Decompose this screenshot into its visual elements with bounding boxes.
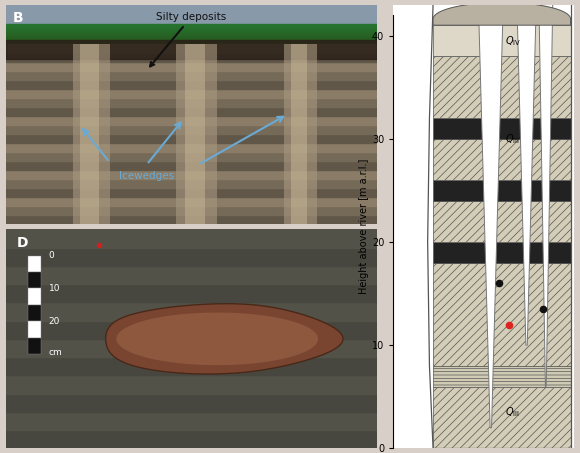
Bar	[433, 118, 571, 139]
Text: Icewedges: Icewedges	[119, 171, 175, 181]
Bar	[6, 89, 377, 98]
Bar	[6, 430, 377, 448]
Bar	[6, 170, 377, 179]
Bar	[6, 394, 377, 412]
Bar	[6, 36, 377, 38]
Bar	[433, 139, 571, 180]
Bar	[6, 188, 377, 197]
Bar	[6, 152, 377, 161]
Bar	[6, 206, 377, 215]
Bar	[80, 44, 99, 224]
Bar	[6, 5, 377, 31]
Bar	[28, 289, 41, 305]
Bar	[28, 272, 41, 289]
Bar	[433, 180, 571, 201]
Bar	[6, 107, 377, 116]
Bar	[6, 302, 377, 321]
Bar	[6, 339, 377, 357]
Bar	[6, 284, 377, 302]
Bar	[6, 71, 377, 80]
Bar	[6, 27, 377, 28]
Bar	[6, 25, 377, 27]
Bar	[433, 263, 571, 366]
Text: 20: 20	[49, 317, 60, 326]
Text: 0: 0	[49, 251, 54, 260]
Bar	[284, 44, 317, 224]
Bar	[184, 44, 205, 224]
Polygon shape	[478, 5, 503, 428]
Bar	[6, 24, 377, 25]
Bar	[6, 80, 377, 89]
Y-axis label: Height above river [m a.r.l.]: Height above river [m a.r.l.]	[359, 159, 369, 294]
Text: Silty deposits: Silty deposits	[150, 12, 226, 67]
Bar	[6, 32, 377, 34]
Bar	[6, 98, 377, 107]
Bar	[6, 143, 377, 152]
Bar	[72, 44, 110, 224]
Bar	[6, 161, 377, 170]
Bar	[433, 201, 571, 242]
Text: Q$_{\mathrm{III}}$: Q$_{\mathrm{III}}$	[505, 405, 520, 419]
Bar	[433, 386, 571, 448]
Bar	[6, 412, 377, 430]
Bar	[6, 179, 377, 188]
Bar	[28, 255, 41, 272]
Bar	[6, 266, 377, 284]
Bar	[6, 321, 377, 339]
Bar	[6, 40, 377, 41]
Text: cm: cm	[49, 347, 62, 357]
Text: B: B	[13, 11, 24, 25]
Bar	[433, 366, 571, 386]
Bar	[6, 39, 377, 59]
Polygon shape	[106, 304, 343, 374]
Bar	[28, 321, 41, 338]
Bar	[6, 31, 377, 32]
Bar	[6, 41, 377, 43]
Bar	[6, 116, 377, 125]
Text: Q$_{\mathrm{III}}$: Q$_{\mathrm{III}}$	[505, 132, 520, 146]
Bar	[291, 44, 307, 224]
Bar	[28, 305, 41, 321]
Bar	[6, 34, 377, 36]
Bar	[6, 247, 377, 266]
Bar	[6, 376, 377, 394]
Polygon shape	[433, 2, 571, 25]
Bar	[6, 44, 377, 53]
Polygon shape	[539, 5, 553, 386]
Polygon shape	[517, 5, 536, 345]
Bar	[6, 229, 377, 247]
Bar	[6, 28, 377, 29]
Bar	[6, 357, 377, 376]
Bar	[6, 134, 377, 143]
Bar	[6, 29, 377, 31]
Bar	[433, 25, 571, 56]
Bar	[6, 39, 377, 40]
Text: 10: 10	[49, 284, 60, 293]
Bar	[6, 215, 377, 224]
Bar	[176, 44, 218, 224]
Text: Q$_{\mathrm{IV}}$: Q$_{\mathrm{IV}}$	[505, 34, 521, 48]
Bar	[6, 53, 377, 62]
Bar	[6, 33, 377, 35]
Bar	[6, 125, 377, 134]
Bar	[6, 197, 377, 206]
Bar	[433, 242, 571, 263]
Bar	[6, 43, 377, 44]
Bar	[6, 62, 377, 71]
Text: D: D	[17, 236, 28, 250]
Bar	[28, 338, 41, 354]
Bar	[6, 37, 377, 39]
Polygon shape	[117, 313, 318, 365]
Bar	[433, 56, 571, 118]
